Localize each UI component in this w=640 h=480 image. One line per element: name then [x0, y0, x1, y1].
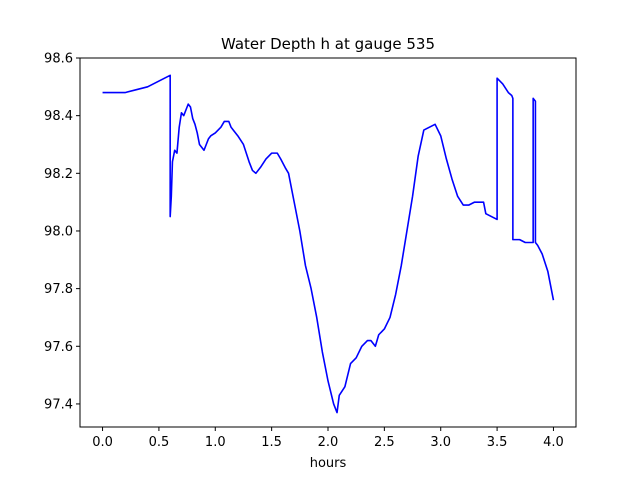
y-tick-label: 97.4 [44, 397, 73, 412]
y-tick-label: 98.4 [44, 109, 73, 124]
plot-frame [79, 57, 577, 428]
y-tick-label: 98.6 [44, 52, 73, 67]
chart-title: Water Depth h at gauge 535 [221, 35, 435, 53]
y-tick-label: 97.8 [44, 282, 73, 297]
y-axis: 97.4 97.6 97.8 98.0 98.2 98.4 98.6 [44, 52, 80, 412]
y-tick-label: 97.6 [44, 340, 73, 355]
x-axis: 0.0 0.5 1.0 1.5 2.0 2.5 3.0 3.5 4.0 [92, 427, 564, 450]
x-tick-label: 2.0 [318, 435, 339, 450]
x-tick-label: 0.5 [149, 435, 170, 450]
series-line [102, 74, 555, 414]
x-tick-label: 0.0 [92, 435, 113, 450]
x-tick-label: 4.0 [543, 435, 564, 450]
y-tick-label: 98.2 [44, 167, 73, 182]
x-tick-label: 1.5 [261, 435, 282, 450]
x-tick-label: 1.0 [205, 435, 226, 450]
x-tick-label: 3.5 [487, 435, 508, 450]
x-tick-label: 2.5 [374, 435, 395, 450]
x-axis-label: hours [310, 456, 347, 471]
plot-area [79, 57, 577, 428]
x-tick-label: 3.0 [430, 435, 451, 450]
y-tick-label: 98.0 [44, 224, 73, 239]
